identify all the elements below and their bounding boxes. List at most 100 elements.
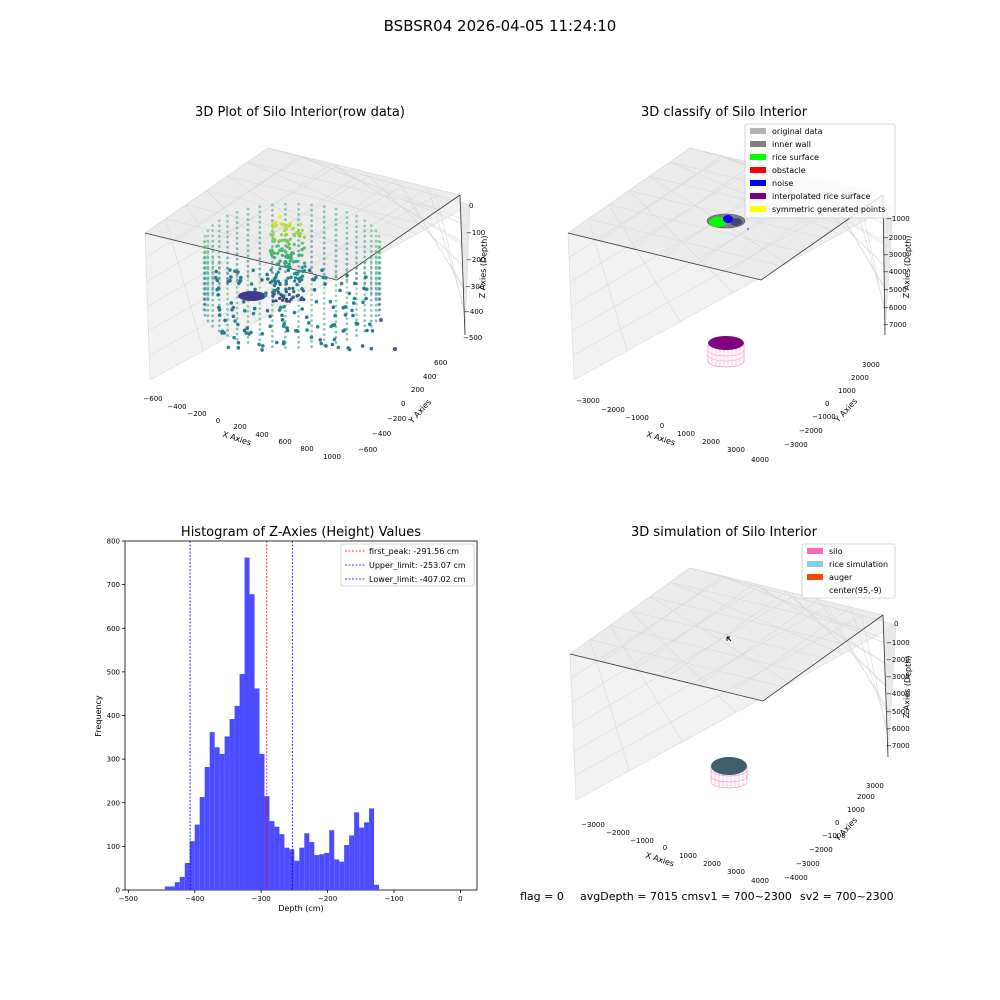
wall-point [334,283,338,287]
wall-point [310,345,313,348]
wall-point [211,303,215,307]
raw-x-tick: −600 [143,395,162,403]
surface-point [284,282,289,286]
surface-point [309,335,314,340]
classify-z-tick: −3000 [883,251,907,259]
histogram-bar [359,827,365,890]
raw-z-label: Z Axies (Depth) [478,235,489,298]
obstacle-cluster [730,218,742,226]
wall-point [271,319,274,322]
wall-point [322,291,326,295]
histogram-bar [349,835,355,890]
histogram-bar [174,882,180,890]
classify-y-tick: −1000 [812,413,836,421]
peak-point [274,299,278,303]
surface-point [281,324,286,328]
wall-point [235,311,239,315]
wall-point [206,245,210,248]
wall-point [246,264,250,268]
wall-point [374,239,378,243]
wall-point [203,276,207,280]
wall-point [355,302,358,306]
grid-line [689,567,897,626]
wall-point [246,270,250,273]
surface-point [299,276,303,280]
wall-point [374,297,378,300]
silo-wireframe-rings [707,349,745,362]
legend-label: auger [829,573,853,582]
wall-point [203,313,207,317]
histogram-bar [269,821,275,890]
silo-wireframe-rings [710,769,748,789]
wall-point [211,291,215,295]
wall-point [334,259,338,263]
legend-label: silo [829,547,843,556]
wall-point [345,257,349,261]
histogram-legend: first_peak: -291.56 cm Upper_limit: -253… [340,543,475,587]
wall-point [258,210,262,214]
classify-y-ticks: −3000 −2000 −1000 0 1000 2000 3000 [784,361,880,449]
surface-point [351,313,355,318]
wall-point [217,234,221,238]
histogram-bar [279,834,285,890]
wall-point [310,340,313,343]
noise-point [747,228,749,230]
legend-swatch-obstacle [750,167,766,173]
wall-point [345,247,349,251]
wall-point [369,276,373,279]
wall-point [310,288,313,291]
legend-label: interpolated rice surface [772,192,870,201]
classify-z-tick: −2000 [883,234,907,242]
wall-point [363,229,367,233]
peak-point [285,299,289,303]
peak-point [300,253,304,257]
surface-point [236,341,241,345]
histogram-bar [274,826,280,890]
histogram-bar [319,854,325,890]
surface-point [330,342,335,347]
simulation-y-ticks: −4000 −3000 −2000 −1000 0 1000 2000 3000 [784,782,884,882]
wall-point [334,207,338,211]
histogram-bar [239,674,245,890]
wall-point [363,281,367,285]
wall-point [211,255,215,259]
surface-point [352,301,356,305]
wall-point [258,246,262,250]
wall-point [363,260,367,264]
peak-point [290,227,295,231]
wall-point [203,255,207,259]
wall-point [226,328,229,332]
x-tick-label: −500 [119,895,138,903]
raw-y-tick: −400 [372,430,391,438]
peak-point [295,283,299,287]
wall-point [203,260,207,264]
surface-point [272,288,277,293]
peak-point [272,251,277,255]
legend-swatch-inner-wall [750,141,766,147]
peak-point [280,298,285,302]
surface-point [319,341,324,346]
wall-point [334,249,338,253]
avg-depth-text: avgDepth = 7015 cmsv1 = 700~2300 [580,890,792,903]
wall-point [246,309,250,313]
wall-point [203,245,207,249]
simulation-x-tick: −3000 [581,821,605,829]
wall-point [271,219,274,223]
raw-x-tick: 400 [255,431,268,439]
surface-point [338,288,342,293]
wall-point [322,302,326,305]
wall-point [235,210,239,214]
histogram-bar [204,766,210,890]
histogram-bar [169,886,175,890]
wall-point [246,207,250,211]
peak-point [284,289,288,293]
simulation-z-label: Z Axies (Depth) [902,655,913,718]
surface-point [364,275,368,279]
wall-point [211,324,215,328]
wall-point [355,313,358,316]
peak-point [286,255,290,260]
wall-point [297,207,300,211]
wall-point [334,238,338,242]
wall-point [310,245,313,249]
wall-point [217,266,221,269]
